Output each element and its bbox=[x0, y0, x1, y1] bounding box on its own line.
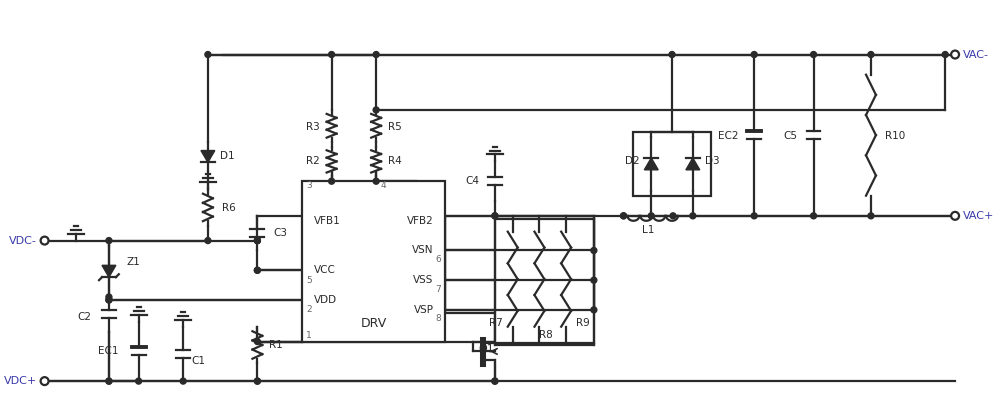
Polygon shape bbox=[102, 265, 116, 277]
Text: R9: R9 bbox=[576, 318, 590, 328]
Circle shape bbox=[106, 378, 112, 384]
Circle shape bbox=[106, 297, 112, 303]
FancyBboxPatch shape bbox=[445, 216, 594, 313]
Text: VDD: VDD bbox=[314, 295, 337, 305]
Circle shape bbox=[751, 52, 757, 57]
Text: C1: C1 bbox=[191, 356, 205, 367]
Circle shape bbox=[329, 178, 335, 184]
Circle shape bbox=[591, 277, 597, 283]
Circle shape bbox=[868, 213, 874, 219]
Circle shape bbox=[669, 52, 675, 57]
Circle shape bbox=[811, 52, 817, 57]
Circle shape bbox=[106, 238, 112, 243]
Circle shape bbox=[41, 237, 49, 245]
Text: C2: C2 bbox=[77, 312, 91, 322]
Circle shape bbox=[180, 378, 186, 384]
Circle shape bbox=[254, 238, 260, 243]
Circle shape bbox=[492, 213, 498, 219]
Circle shape bbox=[205, 52, 211, 57]
Circle shape bbox=[41, 377, 49, 385]
Text: L1: L1 bbox=[642, 225, 654, 235]
Circle shape bbox=[373, 107, 379, 113]
FancyBboxPatch shape bbox=[302, 181, 445, 342]
Text: 2: 2 bbox=[306, 305, 311, 314]
Circle shape bbox=[254, 378, 260, 384]
Circle shape bbox=[868, 52, 874, 57]
Text: R10: R10 bbox=[885, 131, 905, 141]
Polygon shape bbox=[201, 150, 215, 162]
Circle shape bbox=[136, 378, 142, 384]
Text: VCC: VCC bbox=[314, 265, 336, 275]
Text: Q1: Q1 bbox=[478, 344, 494, 354]
Text: 3: 3 bbox=[306, 181, 312, 190]
Text: DRV: DRV bbox=[361, 317, 387, 330]
Text: 6: 6 bbox=[436, 255, 441, 264]
Text: Z1: Z1 bbox=[127, 257, 140, 267]
Text: C3: C3 bbox=[273, 228, 287, 238]
Text: EC2: EC2 bbox=[718, 131, 738, 141]
Text: VSS: VSS bbox=[413, 275, 434, 285]
Circle shape bbox=[811, 213, 817, 219]
Circle shape bbox=[621, 213, 627, 219]
Text: VAC+: VAC+ bbox=[963, 211, 994, 221]
Text: VAC-: VAC- bbox=[963, 50, 989, 59]
Circle shape bbox=[951, 212, 959, 220]
Text: VDC-: VDC- bbox=[9, 235, 37, 245]
Text: C4: C4 bbox=[465, 176, 479, 186]
Text: R3: R3 bbox=[306, 122, 320, 132]
Text: R7: R7 bbox=[489, 318, 503, 328]
Circle shape bbox=[591, 307, 597, 313]
Circle shape bbox=[621, 213, 627, 219]
Circle shape bbox=[329, 52, 335, 57]
Circle shape bbox=[951, 51, 959, 59]
Text: D1: D1 bbox=[220, 152, 234, 162]
Circle shape bbox=[254, 267, 260, 273]
Circle shape bbox=[106, 378, 112, 384]
Circle shape bbox=[942, 52, 948, 57]
Text: 4: 4 bbox=[380, 181, 386, 190]
Circle shape bbox=[254, 338, 260, 344]
Circle shape bbox=[670, 213, 676, 219]
Circle shape bbox=[205, 238, 211, 243]
Circle shape bbox=[492, 213, 498, 219]
Text: R6: R6 bbox=[222, 203, 235, 213]
Polygon shape bbox=[644, 158, 658, 170]
Text: R1: R1 bbox=[269, 340, 283, 350]
Circle shape bbox=[690, 213, 696, 219]
Polygon shape bbox=[686, 158, 700, 170]
Text: R5: R5 bbox=[388, 122, 402, 132]
Text: VFB2: VFB2 bbox=[407, 216, 434, 226]
Text: 8: 8 bbox=[436, 314, 441, 323]
Circle shape bbox=[373, 52, 379, 57]
Circle shape bbox=[648, 213, 654, 219]
Text: R2: R2 bbox=[306, 156, 320, 166]
Text: R4: R4 bbox=[388, 156, 402, 166]
Text: 7: 7 bbox=[436, 285, 441, 294]
FancyBboxPatch shape bbox=[633, 132, 711, 196]
Circle shape bbox=[106, 297, 112, 303]
Text: VDC+: VDC+ bbox=[3, 376, 37, 386]
Circle shape bbox=[106, 294, 112, 300]
Circle shape bbox=[254, 378, 260, 384]
Circle shape bbox=[254, 267, 260, 273]
Text: VFB1: VFB1 bbox=[314, 216, 341, 226]
Text: EC1: EC1 bbox=[98, 346, 119, 356]
Circle shape bbox=[492, 378, 498, 384]
Text: D2: D2 bbox=[625, 156, 639, 166]
Circle shape bbox=[591, 247, 597, 253]
Circle shape bbox=[373, 178, 379, 184]
FancyBboxPatch shape bbox=[495, 219, 594, 346]
Circle shape bbox=[254, 238, 260, 243]
Text: R8: R8 bbox=[539, 330, 553, 340]
Text: VSN: VSN bbox=[412, 245, 434, 255]
Text: 5: 5 bbox=[306, 275, 312, 285]
Circle shape bbox=[751, 213, 757, 219]
Text: D3: D3 bbox=[705, 156, 719, 166]
Circle shape bbox=[492, 378, 498, 384]
Text: 1: 1 bbox=[306, 331, 312, 340]
Text: C5: C5 bbox=[784, 131, 798, 141]
Circle shape bbox=[254, 238, 260, 243]
Text: VSP: VSP bbox=[414, 305, 434, 315]
